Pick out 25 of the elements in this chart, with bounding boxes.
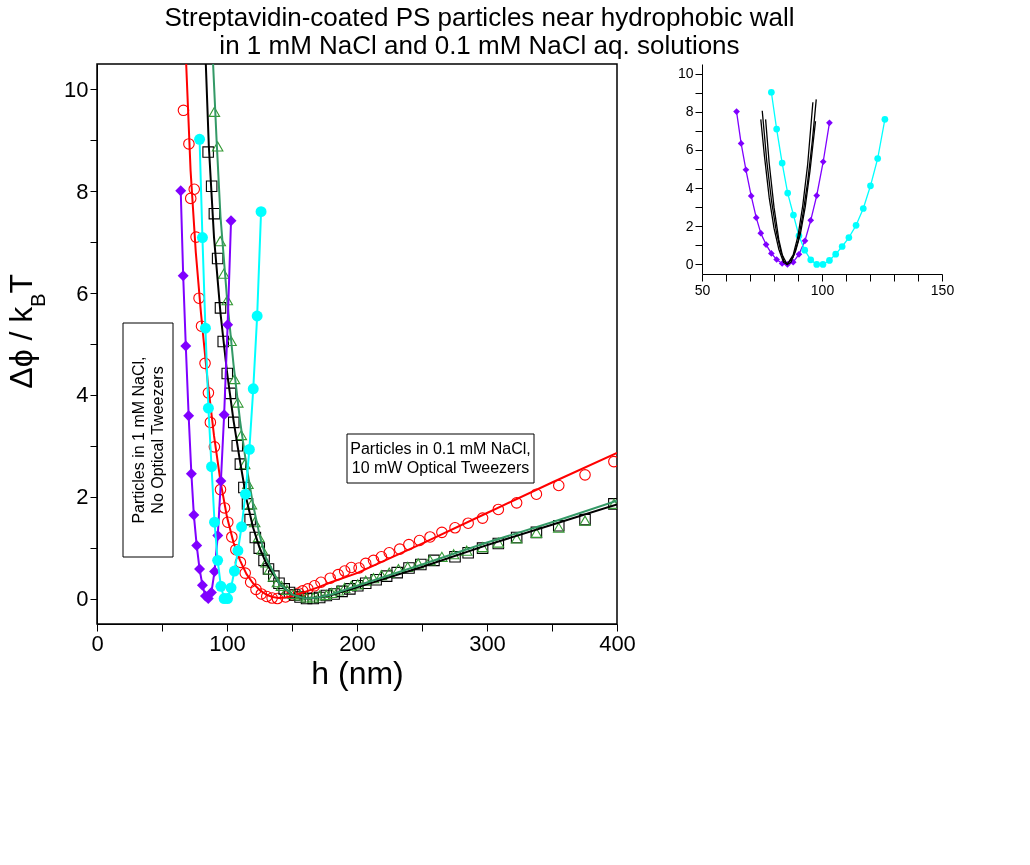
annotation: Particles in 1 mM NaCl, No Optical Tweezers bbox=[129, 356, 166, 524]
y-tick-label: 8 bbox=[685, 103, 694, 120]
y-axis-title: Δϕ / kBT bbox=[3, 274, 49, 389]
y-tick-label: 8 bbox=[76, 178, 89, 204]
x-tick-label: 200 bbox=[339, 630, 376, 656]
x-tick-label: 400 bbox=[599, 630, 636, 656]
y-tick-label: 4 bbox=[685, 179, 694, 196]
x-tick-label: 100 bbox=[810, 281, 835, 298]
y-tick-label: 0 bbox=[685, 255, 694, 272]
annotation: Particles in 0.1 mM NaCl, 10 mW Optical Tweezers bbox=[350, 440, 531, 476]
x-tick-label: 300 bbox=[469, 630, 506, 656]
x-tick-label: 50 bbox=[694, 281, 711, 298]
y-tick-label: 0 bbox=[76, 586, 89, 612]
y-tick-label: 10 bbox=[677, 65, 694, 82]
y-tick-label: 10 bbox=[64, 76, 89, 102]
text: Streptavidin-coated PS particles near hydrophobic wall bbox=[164, 2, 795, 33]
y-tick-label: 6 bbox=[685, 141, 694, 158]
x-tick-label: 100 bbox=[209, 630, 246, 656]
y-tick-label: 6 bbox=[76, 280, 89, 306]
y-tick-label: 2 bbox=[685, 217, 694, 234]
x-tick-label: 150 bbox=[930, 281, 955, 298]
y-tick-label: 2 bbox=[76, 484, 89, 510]
text: in 1 mM NaCl and 0.1 mM NaCl aq. solutions bbox=[219, 30, 740, 61]
y-tick-label: 4 bbox=[76, 382, 89, 408]
x-axis-title: h (nm) bbox=[311, 654, 404, 691]
